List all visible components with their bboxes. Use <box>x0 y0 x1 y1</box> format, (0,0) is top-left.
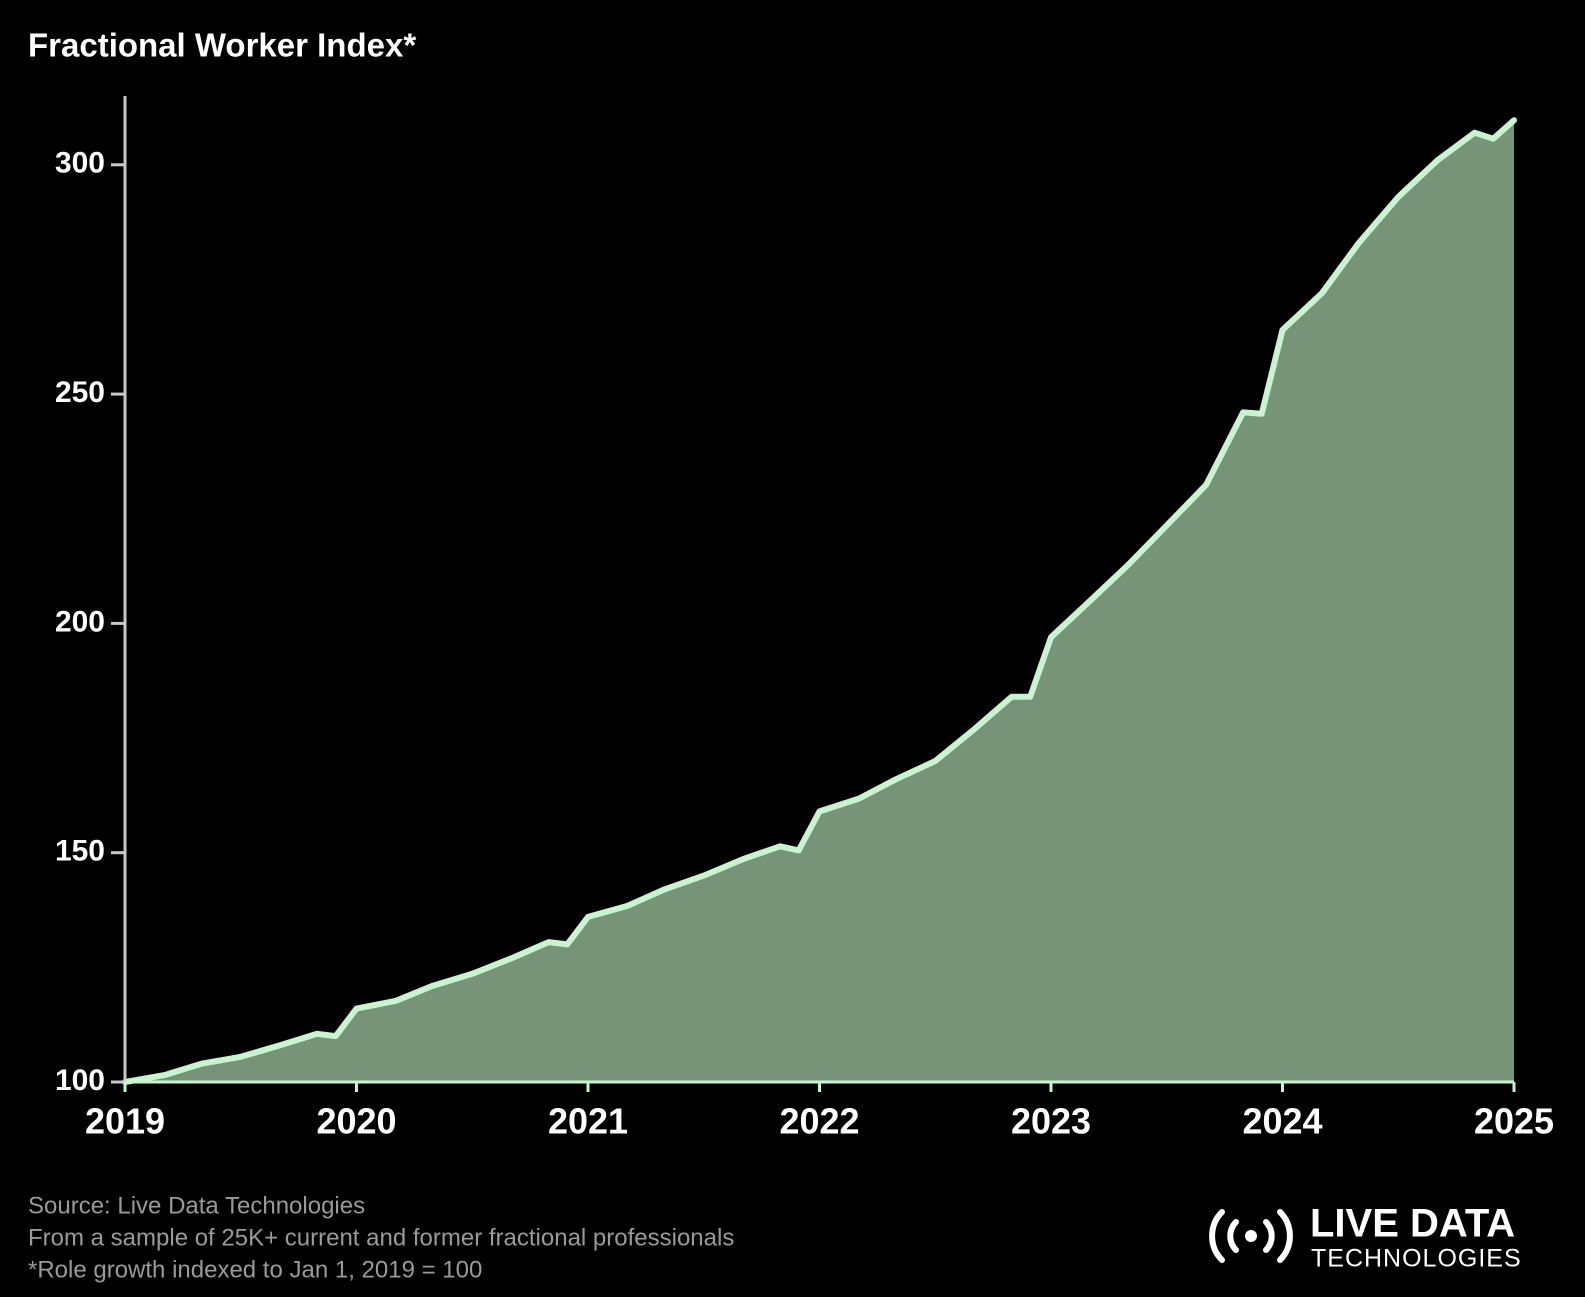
logo-wave <box>1263 1219 1275 1253</box>
x-tick-label: 2024 <box>1242 1101 1322 1142</box>
y-tick-label: 100 <box>55 1064 105 1097</box>
logo-text: TECHNOLOGIES <box>1311 1245 1522 1273</box>
y-tick-label: 300 <box>55 147 105 180</box>
y-tick-label: 250 <box>55 376 105 409</box>
area-line <box>122 117 1517 1085</box>
logo-icon <box>1209 1209 1293 1263</box>
logo-dot <box>1245 1230 1257 1242</box>
logo-text: LIVE DATA <box>1310 1202 1515 1246</box>
footer-line: *Role growth indexed to Jan 1, 2019 = 10… <box>28 1256 482 1283</box>
x-tick-label: 2025 <box>1474 1101 1554 1142</box>
logo-wave <box>1227 1219 1239 1253</box>
logo-wave <box>1277 1209 1293 1263</box>
x-tick-label: 2023 <box>1011 1101 1091 1142</box>
area-fill <box>125 120 1514 1083</box>
chart-title: Fractional Worker Index* <box>28 27 416 64</box>
x-tick-label: 2022 <box>779 1101 859 1142</box>
footer-line: From a sample of 25K+ current and former… <box>28 1224 734 1251</box>
x-tick-label: 2020 <box>316 1101 396 1142</box>
y-tick-label: 200 <box>55 605 105 638</box>
logo-wave <box>1209 1209 1225 1263</box>
x-tick-label: 2021 <box>548 1101 628 1142</box>
plot: 100 150 200 250 300 2019 2020 2021 2022 2023 2024 2… <box>55 96 1554 1142</box>
y-tick-label: 150 <box>55 835 105 868</box>
x-tick-label: 2019 <box>85 1101 165 1142</box>
footer-line: Source: Live Data Technologies <box>28 1192 365 1219</box>
